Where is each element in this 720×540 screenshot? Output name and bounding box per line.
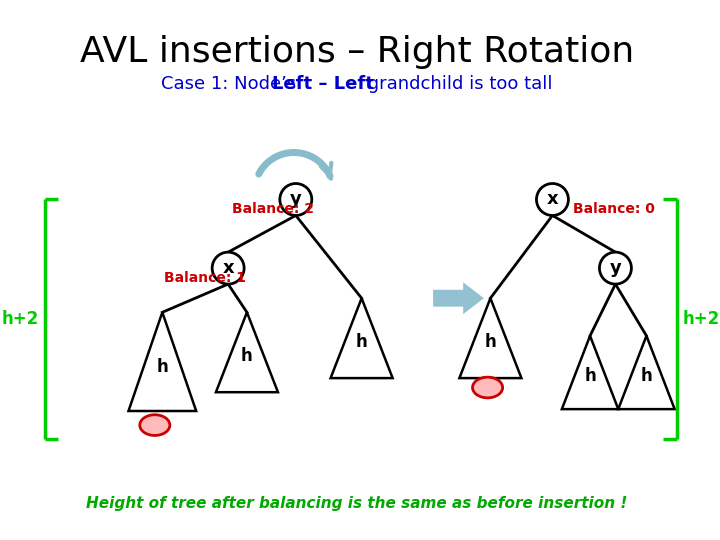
Text: y: y bbox=[610, 259, 621, 277]
Text: h: h bbox=[641, 367, 652, 385]
Text: h: h bbox=[485, 333, 496, 351]
Text: AVL insertions – Right Rotation: AVL insertions – Right Rotation bbox=[80, 35, 634, 69]
Text: grandchild is too tall: grandchild is too tall bbox=[361, 75, 552, 93]
Text: h+2: h+2 bbox=[2, 310, 39, 328]
Text: Balance: 2: Balance: 2 bbox=[232, 202, 314, 216]
Text: x: x bbox=[546, 191, 558, 208]
Circle shape bbox=[536, 184, 568, 215]
Text: Balance: 0: Balance: 0 bbox=[573, 202, 655, 216]
Text: h: h bbox=[356, 333, 367, 351]
Text: Height of tree after balancing is the same as before insertion !: Height of tree after balancing is the sa… bbox=[86, 496, 628, 511]
Circle shape bbox=[212, 252, 244, 284]
Text: Balance: 1: Balance: 1 bbox=[164, 271, 246, 285]
Text: h: h bbox=[584, 367, 596, 385]
Text: y: y bbox=[290, 191, 302, 208]
Text: Left – Left: Left – Left bbox=[272, 75, 374, 93]
Text: h: h bbox=[241, 347, 253, 365]
Ellipse shape bbox=[140, 415, 170, 435]
Circle shape bbox=[600, 252, 631, 284]
Text: x: x bbox=[222, 259, 234, 277]
Text: h+2: h+2 bbox=[682, 310, 719, 328]
Ellipse shape bbox=[472, 377, 503, 398]
Circle shape bbox=[280, 184, 312, 215]
Polygon shape bbox=[433, 282, 484, 314]
Text: h: h bbox=[156, 357, 168, 376]
Text: Case 1: Node’s: Case 1: Node’s bbox=[161, 75, 302, 93]
